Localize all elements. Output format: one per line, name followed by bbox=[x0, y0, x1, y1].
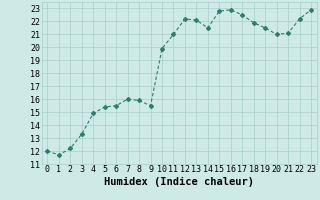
X-axis label: Humidex (Indice chaleur): Humidex (Indice chaleur) bbox=[104, 177, 254, 187]
